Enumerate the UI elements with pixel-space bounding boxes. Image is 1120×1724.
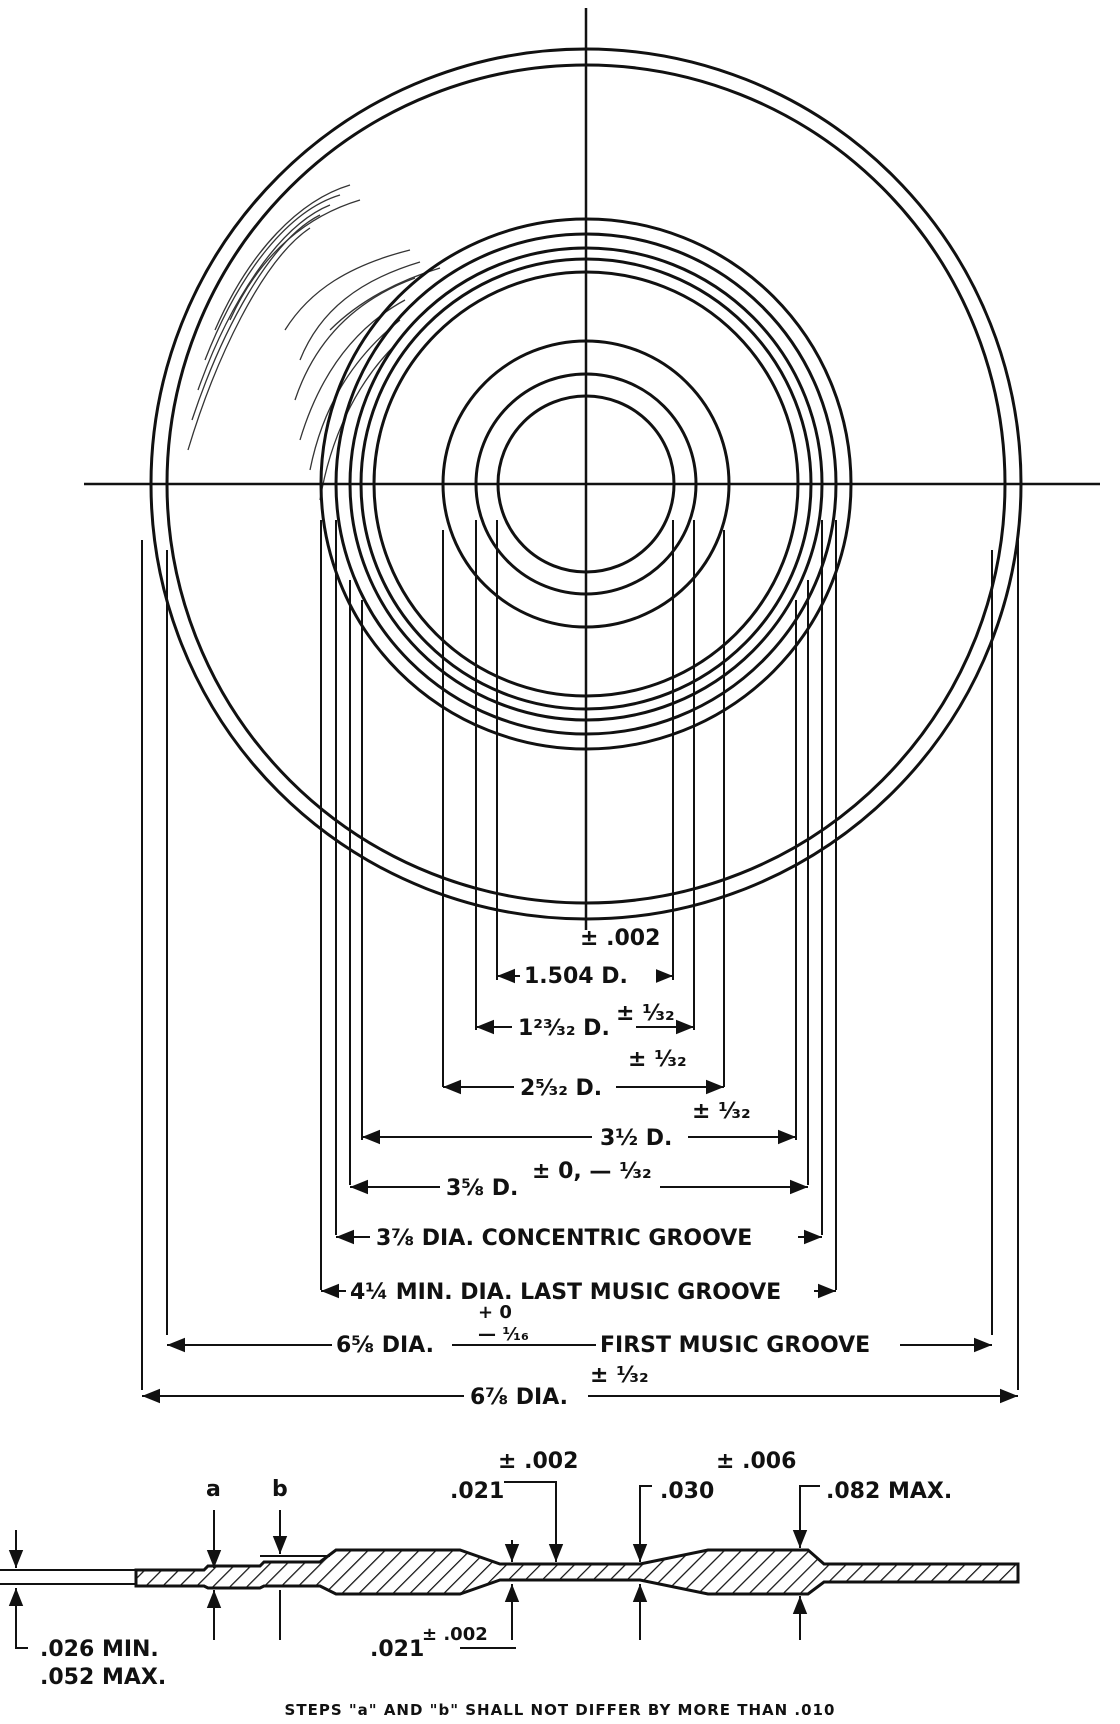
v030-label: .030 [660,1479,714,1504]
tol-label-minus-116: — ¹⁄₁₆ [478,1324,529,1345]
dim-label-3-5-8: 3⅝ D. [446,1176,518,1201]
dim-label-4-1-4: 4¼ MIN. DIA. LAST MUSIC GROOVE [350,1280,781,1305]
step-a-label: a [206,1477,221,1502]
step-b-label: b [272,1477,288,1502]
dim-label-3-7-8: 3⅞ DIA. CONCENTRIC GROOVE [376,1226,752,1251]
cross-section: a b ± .002 .021 ± .006 .030 .082 MAX. .0… [0,1449,1018,1690]
dim-label-1504: 1.504 D. [524,964,628,989]
plan-view: ± .002 1.504 D. 1²³⁄₃₂ D. ± ¹⁄₃₂ 2⁵⁄₃₂ D… [84,8,1100,1412]
tol-label-132-c: ± ¹⁄₃₂ [692,1099,751,1124]
tol-label-plus-0: + 0 [478,1302,512,1323]
v052-label: .052 MAX. [40,1665,166,1690]
v026-label: .026 MIN. [40,1637,159,1662]
dim-label-6-7-8: 6⅞ DIA. [470,1385,568,1410]
dim-label-3-1-2: 3½ D. [600,1126,672,1151]
dimension-labels: ± .002 1.504 D. 1²³⁄₃₂ D. ± ¹⁄₃₂ 2⁵⁄₃₂ D… [336,926,870,1410]
dim-label-first-music-groove: FIRST MUSIC GROOVE [600,1333,870,1358]
dim-label-25-32: 2⁵⁄₃₂ D. [520,1076,602,1101]
tol-021-bot-label: ± .002 [422,1624,488,1645]
v021-bot-label: .021 [370,1637,424,1662]
tol-label-0-132: ± 0, — ¹⁄₃₂ [532,1159,652,1184]
dim-label-123-32: 1²³⁄₃₂ D. [518,1016,610,1041]
dim-label-6-5-8: 6⅝ DIA. [336,1333,434,1358]
footnote: STEPS "a" AND "b" SHALL NOT DIFFER BY MO… [285,1701,836,1719]
v082-label: .082 MAX. [826,1479,952,1504]
tol-label-002: ± .002 [580,926,660,951]
tol-030-label: ± .006 [716,1449,796,1474]
groove-texture [188,185,440,500]
tol-label-132-d: ± ¹⁄₃₂ [590,1363,649,1388]
extension-lines [142,520,1018,1390]
tol-label-132-b: ± ¹⁄₃₂ [628,1047,687,1072]
tol-label-132-a: ± ¹⁄₃₂ [616,1001,675,1026]
tol-021-top-label: ± .002 [498,1449,578,1474]
v021-top-label: .021 [450,1479,504,1504]
